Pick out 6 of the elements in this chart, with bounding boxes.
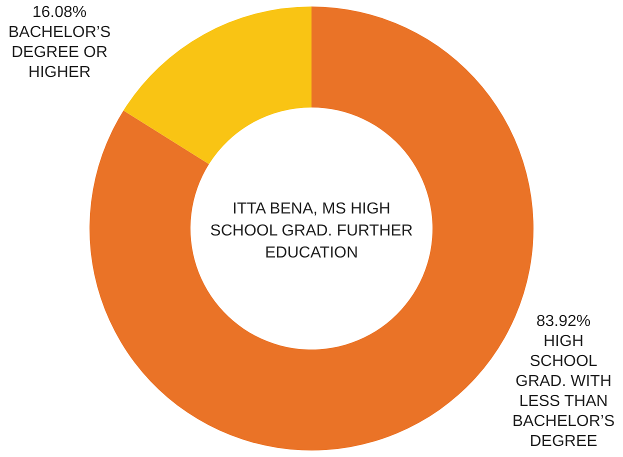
slice-label: HIGH SCHOOL GRAD. WITH LESS THAN BACHELOR’S DEGREE bbox=[512, 333, 615, 450]
data-label: 16.08% bbox=[32, 4, 87, 21]
donut-slice bbox=[123, 6, 312, 164]
slice-label: BACHELOR’S DEGREE OR HIGHER bbox=[8, 24, 111, 81]
text: ITTA BENA, MS HIGH SCHOOL GRAD. FURTHER EDUCATION bbox=[210, 200, 413, 262]
data-label: 83.92% bbox=[536, 313, 591, 330]
